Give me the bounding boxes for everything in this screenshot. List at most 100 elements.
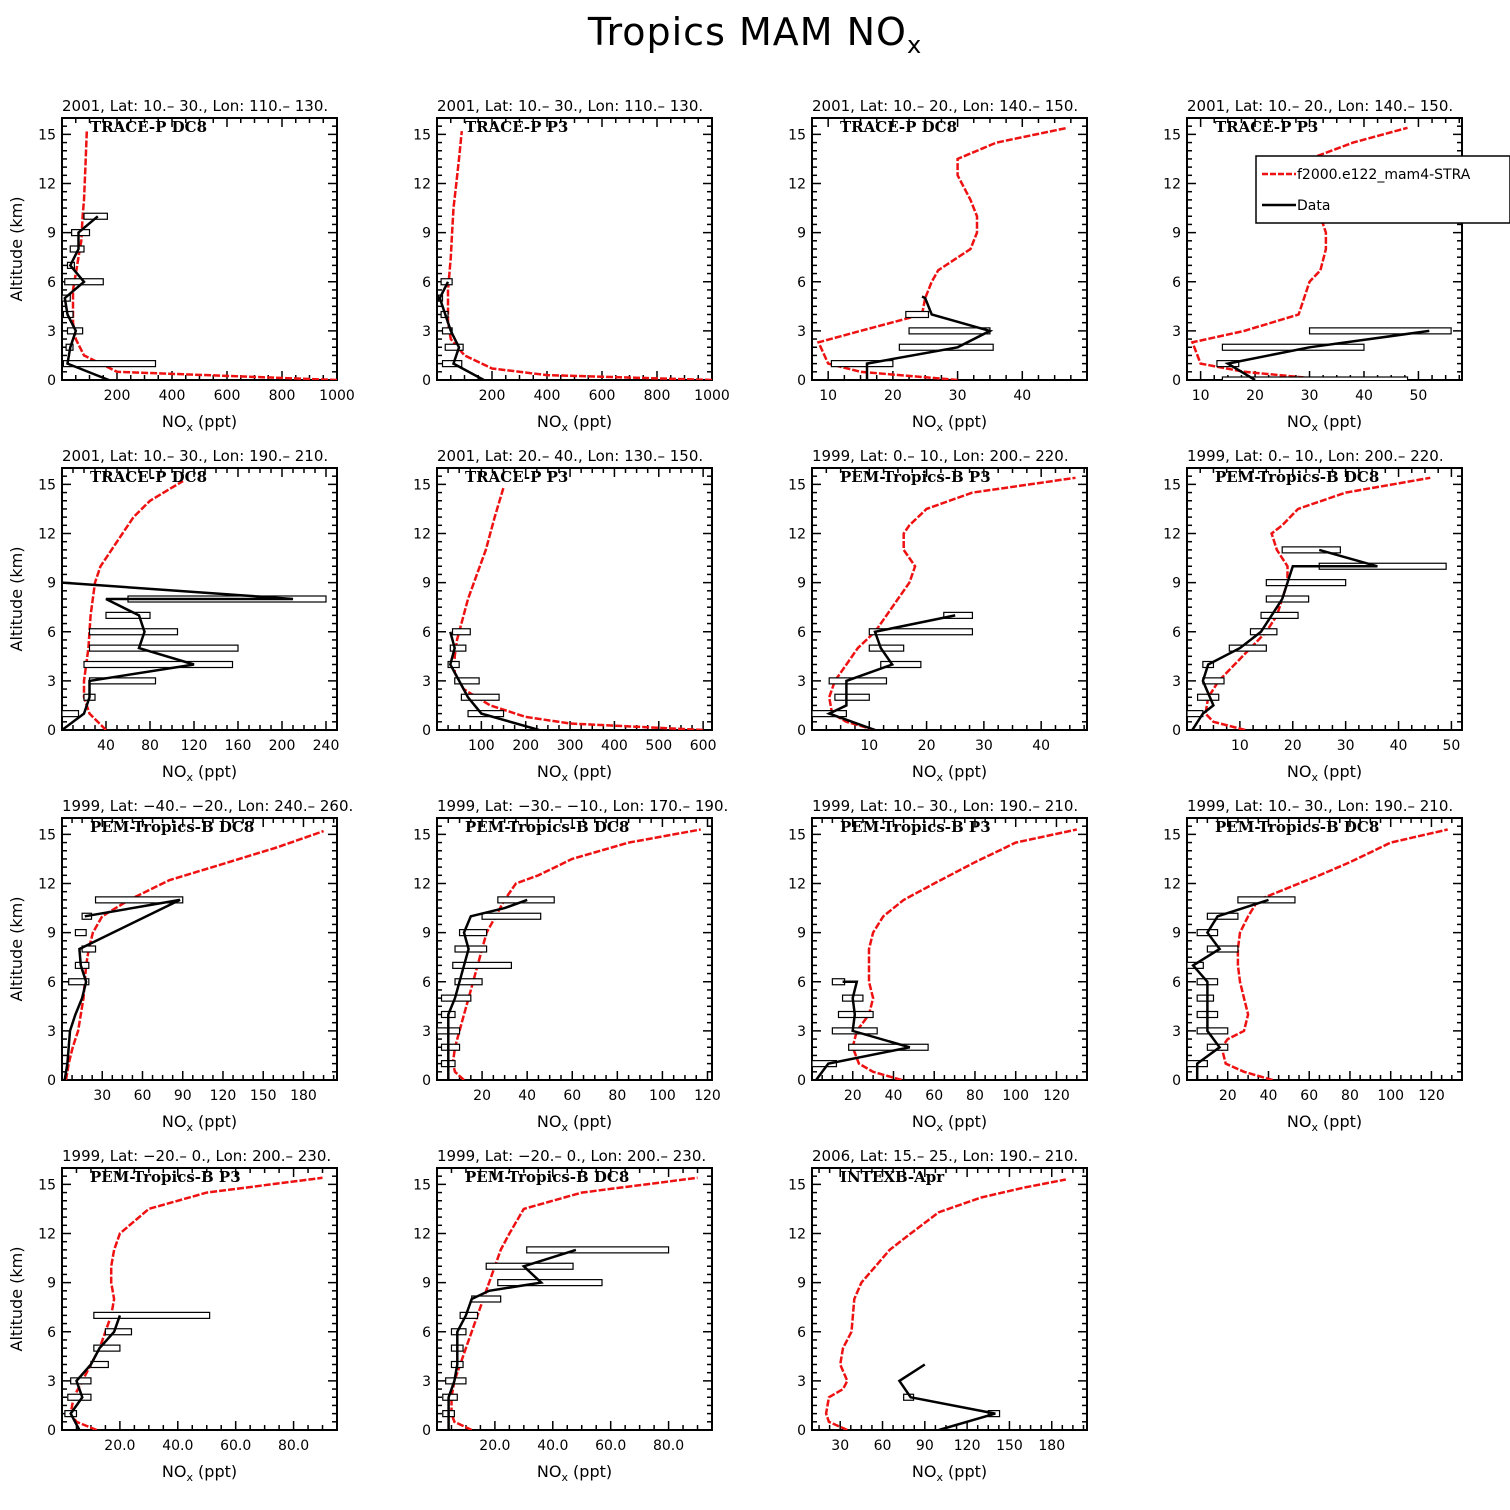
x-tick-label: 240	[313, 738, 340, 754]
x-tick-label: 60	[874, 1438, 892, 1454]
y-tick-label: 9	[797, 576, 806, 592]
x-tick-label: 200	[269, 738, 296, 754]
y-tick-label: 9	[422, 226, 431, 242]
data-line	[897, 1363, 996, 1430]
panel-title: 1999, Lat: −30.– −10., Lon: 170.– 190.	[437, 797, 728, 815]
plot-area	[447, 487, 704, 730]
data-range-box	[459, 1311, 479, 1319]
x-tick-label: 180	[290, 1088, 317, 1104]
y-tick-label: 3	[1172, 1024, 1181, 1040]
x-tick-label: 60.0	[220, 1438, 251, 1454]
x-tick-label: 30	[831, 1438, 849, 1454]
y-tick-label: 0	[47, 1423, 56, 1439]
x-tick-label: 600	[690, 738, 717, 754]
data-line	[447, 1248, 577, 1430]
data-range-box	[452, 961, 512, 969]
y-tick-label: 15	[788, 827, 806, 843]
x-tick-label: 100	[649, 1088, 676, 1104]
figure-title: Tropics MAM NOx	[587, 10, 923, 59]
y-tick-label: 0	[1172, 373, 1181, 389]
y-tick-label: 0	[47, 723, 56, 739]
x-tick-label: 60	[563, 1088, 581, 1104]
panel-12: 1999, Lat: 10.– 30., Lon: 190.– 210. 0 3 6 9…	[1163, 797, 1463, 1134]
y-tick-label: 0	[1172, 723, 1181, 739]
campaign-label: TRACE-P P3	[1215, 118, 1318, 136]
x-tick-label: 40	[97, 738, 115, 754]
campaign-label: PEM-Tropics-B DC8	[1215, 818, 1379, 836]
x-tick-label: 30	[949, 388, 967, 404]
y-tick-label: 0	[47, 373, 56, 389]
x-axis-label: NOx (ppt)	[912, 1112, 987, 1134]
y-tick-label: 0	[422, 1423, 431, 1439]
data-range-box	[90, 1360, 109, 1369]
x-tick-label: 50	[1443, 738, 1461, 754]
model-line	[82, 480, 184, 730]
data-line	[69, 1314, 122, 1430]
y-tick-label: 0	[422, 373, 431, 389]
y-tick-label: 6	[422, 625, 431, 641]
x-tick-label: 10	[860, 738, 878, 754]
x-axis-label: NOx (ppt)	[162, 1112, 237, 1134]
x-axis-label: NOx (ppt)	[1287, 412, 1362, 434]
plot-frame	[811, 467, 1088, 731]
data-range-box	[83, 660, 234, 669]
panel-9: 1999, Lat: −40.– −20., Lon: 240.– 260. 0 3…	[7, 797, 353, 1134]
panel-title: 2006, Lat: 15.– 25., Lon: 190.– 210.	[812, 1147, 1078, 1165]
plot-area	[442, 1176, 698, 1430]
y-tick-label: 6	[422, 275, 431, 291]
data-line	[1191, 548, 1378, 730]
x-axis-label: NOx (ppt)	[162, 762, 237, 784]
x-tick-label: 800	[269, 388, 296, 404]
y-tick-label: 3	[47, 674, 56, 690]
x-axis-label: NOx (ppt)	[1287, 1112, 1362, 1134]
data-range-box	[449, 644, 467, 652]
x-tick-label: 40	[1032, 738, 1050, 754]
data-line	[825, 614, 956, 730]
data-range-box	[62, 710, 80, 718]
x-tick-label: 40	[1013, 388, 1031, 404]
y-tick-label: 6	[47, 625, 56, 641]
x-axis-label: NOx (ppt)	[537, 1112, 612, 1134]
model-line	[446, 130, 712, 380]
plot-frame	[61, 1167, 338, 1431]
y-tick-label: 0	[1172, 1073, 1181, 1089]
panel-title: 1999, Lat: 10.– 30., Lon: 190.– 210.	[812, 797, 1078, 815]
x-tick-label: 120	[210, 1088, 237, 1104]
plot-area	[1187, 828, 1448, 1080]
x-tick-label: 40	[1355, 388, 1373, 404]
plot-area	[437, 130, 712, 380]
x-tick-label: 40	[1260, 1088, 1278, 1104]
x-tick-label: 20	[918, 738, 936, 754]
x-tick-label: 120	[181, 738, 208, 754]
model-line	[1204, 476, 1431, 730]
panel-title: 1999, Lat: −20.– 0., Lon: 200.– 230.	[437, 1147, 706, 1165]
x-tick-label: 100	[1002, 1088, 1029, 1104]
model-line	[64, 829, 325, 1080]
y-tick-label: 9	[797, 226, 806, 242]
data-range-box	[1265, 595, 1310, 603]
y-tick-label: 0	[797, 1423, 806, 1439]
y-tick-label: 12	[788, 877, 806, 893]
campaign-label: PEM-Tropics-B DC8	[1215, 468, 1379, 486]
panel-title: 2001, Lat: 20.– 40., Lon: 130.– 150.	[437, 447, 703, 465]
y-tick-label: 3	[422, 324, 431, 340]
x-tick-label: 10	[1231, 738, 1249, 754]
data-range-box	[943, 611, 974, 619]
data-range-box	[444, 343, 464, 351]
panel-3: 2001, Lat: 10.– 20., Lon: 140.– 150. 0 3 6 9…	[788, 97, 1088, 434]
model-line	[450, 1176, 698, 1430]
x-tick-label: 30	[975, 738, 993, 754]
x-axis-label: NOx (ppt)	[537, 762, 612, 784]
panel-4: 2001, Lat: 10.– 20., Lon: 140.– 150. 0 3 6 9…	[1163, 97, 1463, 434]
data-line	[815, 980, 911, 1080]
y-tick-label: 9	[47, 926, 56, 942]
y-tick-label: 12	[788, 1227, 806, 1243]
x-tick-label: 400	[601, 738, 628, 754]
x-tick-label: 20	[1246, 388, 1264, 404]
data-range-box	[880, 660, 922, 669]
y-tick-label: 0	[797, 1073, 806, 1089]
y-tick-label: 12	[1163, 877, 1181, 893]
x-tick-label: 180	[1038, 1438, 1065, 1454]
panel-8: 1999, Lat: 0.– 10., Lon: 200.– 220. 0 3 6 9 1…	[1163, 447, 1463, 784]
x-tick-label: 10	[819, 388, 837, 404]
